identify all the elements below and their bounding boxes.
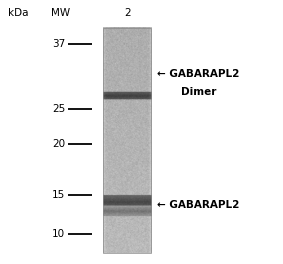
Text: MW: MW [51, 8, 70, 18]
Text: 10: 10 [52, 229, 65, 239]
Text: 20: 20 [52, 139, 65, 149]
Text: ← GABARAPL2: ← GABARAPL2 [157, 69, 239, 79]
Text: ← GABARAPL2: ← GABARAPL2 [157, 200, 239, 210]
Text: 15: 15 [52, 190, 65, 200]
Text: 25: 25 [52, 104, 65, 114]
Text: Dimer: Dimer [181, 87, 216, 97]
Text: 2: 2 [124, 8, 131, 18]
Text: 37: 37 [52, 39, 65, 49]
Text: kDa: kDa [8, 8, 29, 18]
Bar [103, 28, 151, 253]
